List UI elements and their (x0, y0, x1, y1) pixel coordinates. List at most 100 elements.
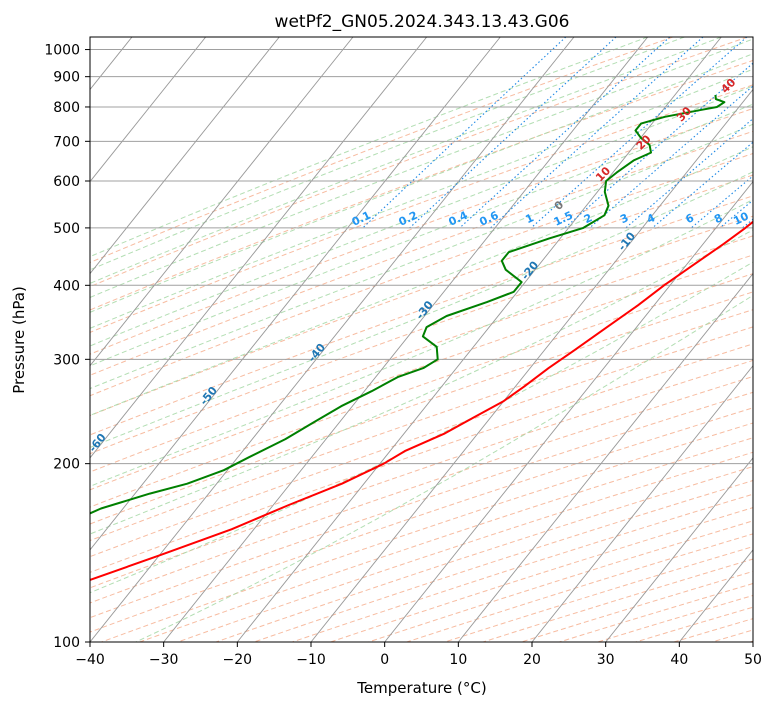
x-tick-label: −20 (223, 652, 253, 668)
dry-adiabat (90, 130, 753, 376)
dry-adiabat (90, 273, 753, 508)
mixing-ratio-annotation: 0.2 (397, 209, 420, 229)
isotherm (90, 37, 428, 459)
isotherm (90, 37, 501, 551)
dry-adiabat (90, 326, 753, 558)
mixing-ratio-line (362, 37, 567, 229)
pressure-gridlines (90, 49, 753, 642)
mixing-ratio-annotation: 0.4 (447, 209, 470, 229)
isotherm (384, 180, 753, 642)
moist-adiabat (90, 37, 722, 284)
isotherm (310, 88, 753, 642)
dry-adiabat (750, 640, 753, 642)
dry-adiabat (90, 195, 753, 436)
dry-adiabat (90, 291, 753, 525)
mixing-ratio-line (652, 141, 753, 229)
moist-adiabat (90, 261, 753, 594)
dry-adiabat (90, 215, 753, 455)
isotherm (752, 641, 753, 642)
moist-adiabat (90, 53, 753, 313)
dry-adiabat (90, 376, 753, 604)
moist-adiabat (90, 103, 753, 367)
dry-adiabat (90, 107, 753, 355)
dry-adiabat (406, 533, 753, 642)
chart-title: wetPf2_GN05.2024.343.13.43.G06 (275, 12, 570, 32)
dry-adiabat (101, 422, 753, 642)
moist-adiabat (90, 37, 685, 271)
y-axis-ticks: 100 200 300 400 500 600 700 800 900 1000 (44, 43, 90, 651)
mixing-ratio-annotation: 4 (645, 211, 658, 226)
y-tick-label: 100 (53, 635, 80, 651)
x-tick-label: −10 (296, 652, 326, 668)
y-tick-label: 800 (53, 100, 80, 116)
isotherm (236, 37, 722, 642)
dry-adiabat (215, 466, 753, 642)
mixing-ratio-line (719, 199, 753, 229)
mixing-ratio-line (742, 218, 753, 229)
mixing-ratio-annotation: 6 (684, 211, 697, 226)
isotherm (90, 37, 575, 642)
plot-frame (89, 36, 754, 643)
dewpoint-line (90, 94, 726, 515)
dry-adiabat (711, 629, 753, 642)
isotherm (90, 37, 207, 183)
x-tick-label: 0 (380, 652, 389, 668)
mixing-ratio-line (530, 37, 748, 229)
mixing-ratio-annotation: 3 (618, 211, 630, 226)
isotherm (457, 272, 753, 642)
mixing-ratio-annotation: 8 (712, 211, 724, 226)
moist-adiabat (135, 294, 753, 642)
moist-adiabat (90, 171, 753, 449)
x-tick-label: 40 (670, 652, 688, 668)
isotherm (605, 457, 753, 642)
y-tick-label: 500 (53, 221, 80, 237)
dry-adiabat (292, 493, 753, 642)
mixing-ratio-line (409, 37, 617, 229)
x-tick-label: −40 (75, 652, 105, 668)
dry-adiabat (90, 37, 748, 288)
y-tick-label: 1000 (44, 43, 80, 59)
moist-adiabat (90, 146, 753, 416)
isotherm (90, 37, 354, 367)
isotherm (678, 549, 753, 642)
mixing-ratio-annotation: 2 (582, 211, 594, 226)
moist-adiabat (90, 199, 753, 487)
mixing-ratio-annotation: 13 (759, 210, 775, 228)
dry-adiabat (90, 174, 753, 417)
dry-adiabat (597, 594, 753, 642)
dry-adiabat (90, 37, 673, 264)
dry-adiabat (90, 407, 753, 633)
temperature-line (90, 220, 753, 582)
isotherm-annotation: -30 (413, 298, 436, 322)
dry-adiabat (90, 152, 753, 397)
mixing-ratio-line (770, 37, 775, 228)
moist-adiabat (90, 68, 753, 329)
isotherm (90, 37, 280, 275)
dry-adiabat (90, 359, 753, 589)
isotherm (531, 365, 753, 642)
dry-adiabat (673, 618, 753, 642)
x-axis-label: Temperature (°C) (356, 679, 486, 697)
x-tick-label: 10 (449, 652, 467, 668)
mixing-ratio-line (490, 37, 704, 229)
mixing-ratio-line (459, 37, 671, 229)
y-axis-label: Pressure (hPa) (10, 286, 28, 394)
mixing-ratio-annotation: 0.6 (477, 209, 500, 229)
isotherm (0, 37, 58, 642)
dry-adiabat (90, 309, 753, 542)
y-tick-label: 200 (53, 457, 80, 473)
isotherm (163, 37, 649, 642)
y-tick-label: 400 (53, 278, 80, 294)
dry-adiabat (90, 235, 753, 473)
mixing-ratio-annotation: 10 (731, 209, 751, 227)
y-tick-label: 900 (53, 70, 80, 86)
profile-lines (90, 94, 753, 582)
x-tick-label: 50 (744, 652, 762, 668)
moist-adiabat (90, 123, 753, 390)
dry-adiabat (139, 437, 753, 642)
mixing-ratio-annotation: 1 (523, 211, 535, 226)
dry-adiabat (90, 84, 753, 333)
dry-adiabat (330, 507, 753, 642)
dry-adiabat (90, 343, 753, 573)
